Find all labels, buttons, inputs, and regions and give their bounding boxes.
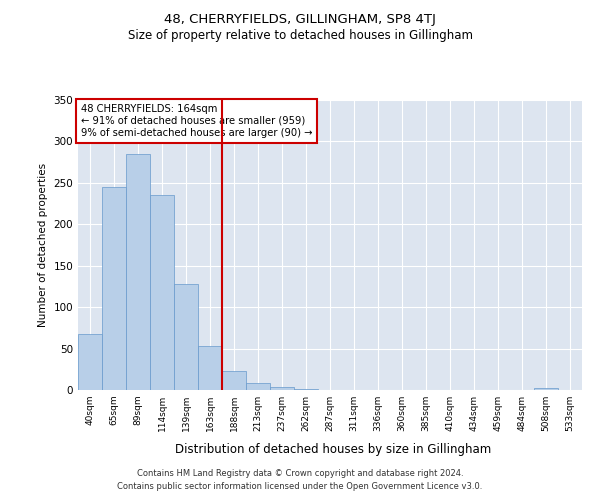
Bar xyxy=(126,154,150,390)
Bar xyxy=(174,284,198,390)
Y-axis label: Number of detached properties: Number of detached properties xyxy=(38,163,48,327)
Bar xyxy=(270,386,294,390)
Bar xyxy=(150,196,174,390)
Bar xyxy=(534,388,558,390)
Bar xyxy=(102,187,126,390)
Text: 48 CHERRYFIELDS: 164sqm
← 91% of detached houses are smaller (959)
9% of semi-de: 48 CHERRYFIELDS: 164sqm ← 91% of detache… xyxy=(80,104,312,138)
Text: Distribution of detached houses by size in Gillingham: Distribution of detached houses by size … xyxy=(175,442,491,456)
Bar xyxy=(246,384,270,390)
Text: Size of property relative to detached houses in Gillingham: Size of property relative to detached ho… xyxy=(128,29,473,42)
Bar xyxy=(198,346,222,390)
Bar xyxy=(78,334,102,390)
Bar xyxy=(222,371,246,390)
Text: Contains HM Land Registry data © Crown copyright and database right 2024.: Contains HM Land Registry data © Crown c… xyxy=(137,468,463,477)
Text: Contains public sector information licensed under the Open Government Licence v3: Contains public sector information licen… xyxy=(118,482,482,491)
Text: 48, CHERRYFIELDS, GILLINGHAM, SP8 4TJ: 48, CHERRYFIELDS, GILLINGHAM, SP8 4TJ xyxy=(164,12,436,26)
Bar xyxy=(294,389,318,390)
